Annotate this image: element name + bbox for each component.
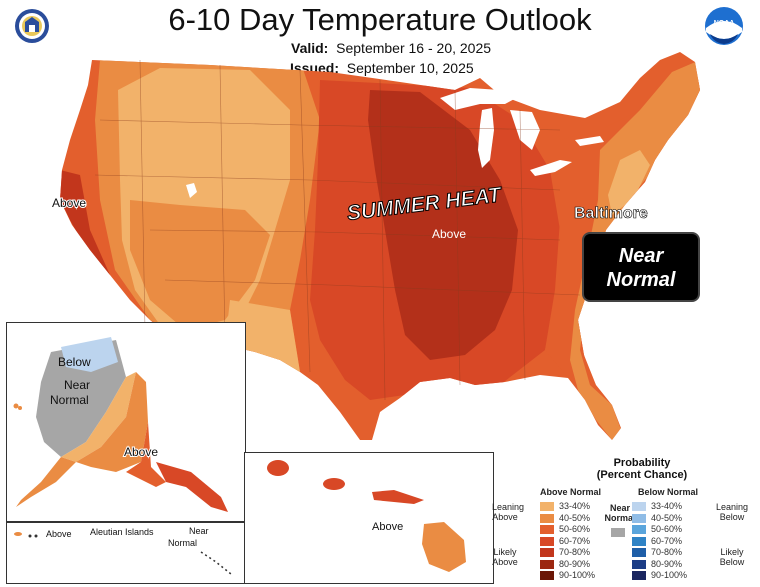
alaska-33-40-region [61, 372, 136, 462]
above-normal-swatch-label: 33-40% [559, 501, 591, 511]
alaska-panhandle-region [156, 462, 228, 512]
lake-erie [530, 160, 572, 176]
alaska-peninsula-region [16, 457, 76, 507]
aleutian-normal-label: Normal [168, 538, 197, 548]
above-normal-swatch [540, 559, 554, 569]
noaa-logo-text: NOAA [714, 20, 735, 27]
near-normal-legend-line1: Near [609, 503, 630, 513]
alaska-above-label: Above [124, 445, 158, 459]
island-dot [13, 403, 19, 409]
noaa-logo-icon: NOAA [705, 7, 743, 45]
aleutian-near-label: Near [189, 526, 209, 536]
kauai-island [267, 460, 289, 476]
lake-huron [510, 110, 540, 150]
west-above-label: Above [52, 196, 86, 210]
lake-michigan [478, 108, 494, 168]
alaska-gray-region [36, 340, 126, 457]
above-normal-swatch-label: 40-50% [559, 512, 591, 523]
southwest-33-40-region [225, 300, 300, 372]
central-above-label: Above [432, 227, 466, 241]
hawaii-above-label: Above [372, 521, 403, 533]
near-normal-swatch [611, 528, 625, 537]
big-island [422, 522, 466, 572]
below-normal-swatch [632, 559, 646, 569]
leaning-below-label: Leaning Below [715, 502, 749, 522]
below-normal-swatch-label: 50-60% [651, 524, 683, 534]
below-normal-swatch [632, 571, 646, 580]
hawaii-inset: Above [244, 452, 494, 584]
alaska-below-label: Below [58, 355, 91, 369]
lake-ontario [575, 136, 604, 146]
below-normal-swatch [632, 502, 646, 511]
below-normal-swatch [632, 525, 646, 534]
california-coast-region [60, 170, 110, 275]
alaska-40-50-region [76, 372, 148, 472]
valid-dates: Valid: September 16 - 20, 2025 [291, 40, 491, 56]
above-normal-swatch-label: 80-90% [559, 558, 591, 569]
island-dot [18, 406, 22, 410]
below-normal-swatch-label: 33-40% [651, 501, 683, 511]
leaning-above-label: Leaning Above [492, 502, 525, 522]
alaska-50-60-region [126, 422, 166, 487]
below-normal-swatch-label: 90-100% [651, 570, 688, 580]
valid-value: September 16 - 20, 2025 [336, 40, 492, 56]
likely-below-label: Likely Below [719, 547, 745, 567]
above-normal-swatch [540, 571, 554, 580]
above-normal-swatch [540, 525, 554, 534]
near-normal-legend-label: Near Normal [602, 503, 638, 523]
alaska-near-label: Near [64, 378, 90, 392]
below-normal-swatch-label: 70-80% [651, 547, 683, 557]
near-normal-line1: Near [618, 245, 664, 267]
below-normal-swatch-label: 40-50% [651, 512, 683, 523]
above-normal-swatch-label: 70-80% [559, 547, 591, 557]
below-normal-swatch-label: 60-70% [651, 535, 683, 546]
aleutian-islands-label: Aleutian Islands [90, 527, 154, 537]
east-coast-40-50-region [570, 60, 700, 440]
likely-above-label: Likely Above [492, 547, 518, 567]
page-title: 6-10 Day Temperature Outlook [168, 2, 592, 37]
state-borders [94, 59, 581, 401]
above-normal-swatch [540, 536, 554, 546]
lake-superior [440, 88, 520, 110]
below-normal-header: Below Normal [638, 487, 699, 497]
aleutian-chain [200, 551, 232, 575]
below-normal-swatch [632, 548, 646, 557]
valid-label: Valid: [291, 40, 329, 56]
above-normal-header: Above Normal [540, 487, 602, 497]
above-normal-swatch [540, 513, 554, 523]
great-salt-lake [186, 183, 197, 198]
near-normal-line2: Normal [606, 269, 676, 291]
legend-title: Probability [613, 457, 671, 469]
above-normal-swatch-label: 90-100% [559, 570, 596, 580]
above-normal-swatch [540, 548, 554, 557]
west-inner-40-50-region [130, 200, 270, 330]
above-normal-swatch-label: 60-70% [559, 535, 591, 546]
alaska-blue-region [61, 337, 118, 372]
doc-seal-icon [15, 9, 49, 43]
legend-subtitle: (Percent Chance) [596, 469, 688, 481]
issued-value: September 10, 2025 [346, 60, 474, 76]
above-normal-swatch [540, 502, 554, 511]
legend: Probability (Percent Chance) Above Norma… [492, 455, 760, 587]
below-normal-swatch [632, 536, 646, 546]
maui-county-islands [372, 490, 424, 504]
near-normal-callout: Near Normal [582, 232, 700, 302]
island-dot [14, 532, 22, 536]
mid-atlantic-33-40-region [608, 150, 650, 215]
baltimore-label: Baltimore [574, 205, 648, 222]
below-normal-swatch-label: 80-90% [651, 558, 683, 569]
aleutian-above-label: Above [46, 529, 72, 539]
island-dot [28, 534, 32, 538]
alaska-normal-label: Normal [50, 393, 89, 407]
island-dot [34, 534, 38, 538]
wyoming-33-40-region [150, 113, 260, 197]
alaska-inset: Below Near Normal Above [6, 322, 246, 522]
near-normal-legend-line2: Normal [604, 513, 636, 523]
aleutian-inset: Above Aleutian Islands Near Normal [6, 522, 246, 584]
oahu-island [323, 478, 345, 490]
above-normal-swatch-label: 50-60% [559, 524, 591, 534]
below-normal-swatch [632, 513, 646, 523]
